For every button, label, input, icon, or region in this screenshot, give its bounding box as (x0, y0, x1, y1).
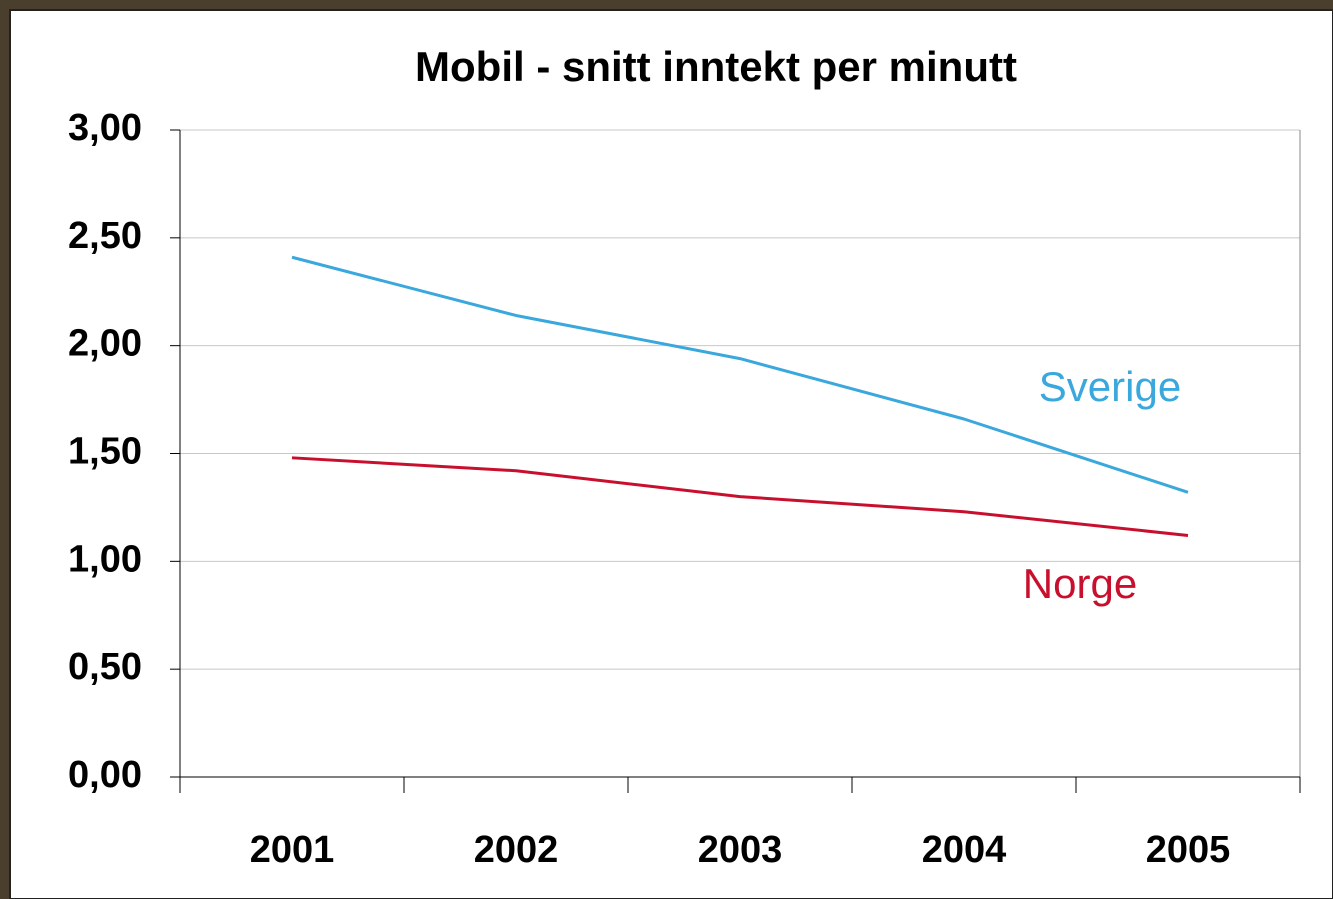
series-label: Norge (1023, 560, 1137, 607)
x-tick-label: 2003 (698, 829, 783, 871)
y-tick-label: 0,50 (68, 646, 142, 688)
y-tick-label: 2,00 (68, 323, 142, 365)
chart: Mobil - snitt inntekt per minutt 0,00 0,5… (0, 0, 1333, 899)
x-tick-label: 2005 (1146, 829, 1231, 871)
series-label: Sverige (1039, 363, 1181, 410)
chart-title: Mobil - snitt inntekt per minutt (415, 43, 1017, 90)
x-tick-label: 2001 (250, 829, 335, 871)
x-tick-label: 2004 (922, 829, 1007, 871)
x-tick-label: 2002 (474, 829, 559, 871)
y-tick-label: 0,00 (68, 754, 142, 796)
y-tick-label: 2,50 (68, 215, 142, 257)
page: {"chart_data": {"type": "line", "title":… (0, 0, 1333, 899)
chart-background (10, 10, 1333, 899)
y-tick-label: 1,50 (68, 431, 142, 473)
y-tick-label: 1,00 (68, 538, 142, 580)
y-tick-label: 3,00 (68, 107, 142, 149)
